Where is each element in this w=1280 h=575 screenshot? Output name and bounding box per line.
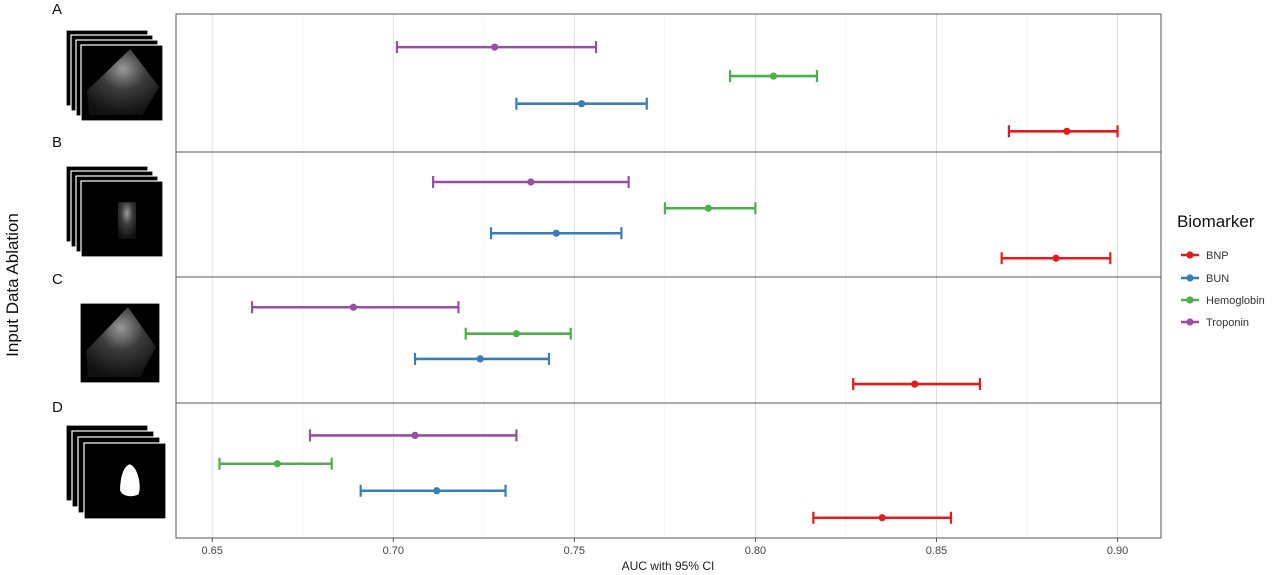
x-tick-label: 0.70 [383,545,404,557]
legend-title: Biomarker [1177,212,1255,231]
ci-troponin-panel-a [395,41,598,54]
auc-point [577,100,586,108]
ci-bun-panel-d [359,484,507,497]
auc-point [704,204,712,212]
ultrasound-image [87,49,159,115]
legend-key-dot [1186,251,1194,259]
ci-hemoglobin-panel-a [728,70,819,83]
auc-point [1063,127,1071,135]
auc-point [1052,254,1060,262]
ci-troponin-panel-d [308,429,518,442]
panel-d-frame [175,402,1162,539]
auc-point [411,431,419,439]
thumbnail-single-c [79,302,161,384]
thumbnail-stack-d [65,424,167,520]
thumbnail-stack-b [65,165,164,258]
panel-label: C [52,271,63,288]
auc-point [878,514,886,522]
auc-point [433,487,441,495]
ci-bun-panel-b [489,227,623,240]
ultrasound-image [86,307,156,377]
ci-troponin-panel-c [250,301,460,314]
segmentation-mask [120,464,140,497]
x-tick-label: 0.85 [926,545,947,557]
thumbnail-stack-a [65,29,164,122]
legend-label: BNP [1206,250,1229,262]
auc-point [491,43,499,51]
auc-point [527,178,535,186]
masked-ultrasound-image [117,202,136,239]
panel-label: A [52,1,62,18]
legend-key-dot [1186,296,1194,304]
legend-label: BUN [1206,273,1229,285]
panel-label: B [52,134,62,151]
legend-label: Hemoglobin [1206,295,1265,307]
y-axis-title: Input Data Ablation [3,213,22,357]
legend-item-bnp: BNP [1181,250,1229,262]
auc-point [273,460,281,468]
auc-point [349,303,358,311]
auc-point [476,355,484,363]
auc-point [911,380,919,388]
ci-hemoglobin-panel-d [218,457,333,470]
legend-key-dot [1186,318,1194,326]
ci-hemoglobin-panel-b [663,202,757,215]
ci-bnp-panel-a [1007,125,1119,138]
ci-troponin-panel-b [432,176,630,188]
x-tick-label: 0.90 [1107,545,1128,557]
legend-key-dot [1186,274,1194,282]
legend-label: Troponin [1206,317,1249,329]
ci-bnp-panel-b [1000,252,1112,265]
legend-item-bun: BUN [1181,273,1229,285]
x-tick-label: 0.80 [745,545,766,557]
x-axis-title: AUC with 95% CI [622,559,715,573]
ci-bun-panel-a [515,97,648,110]
legend-item-troponin: Troponin [1181,317,1249,329]
ci-bnp-panel-d [812,511,953,524]
x-tick-label: 0.75 [564,545,585,557]
panel-c-frame [175,276,1162,404]
ci-bun-panel-c [413,352,551,365]
panel-label: D [52,399,63,416]
ci-bnp-panel-c [852,378,982,391]
x-tick-label: 0.65 [202,545,223,557]
legend-item-hemoglobin: Hemoglobin [1181,295,1265,307]
auc-point [512,330,521,338]
ci-hemoglobin-panel-c [464,327,572,340]
auc-point [769,72,778,80]
auc-point [552,229,560,237]
